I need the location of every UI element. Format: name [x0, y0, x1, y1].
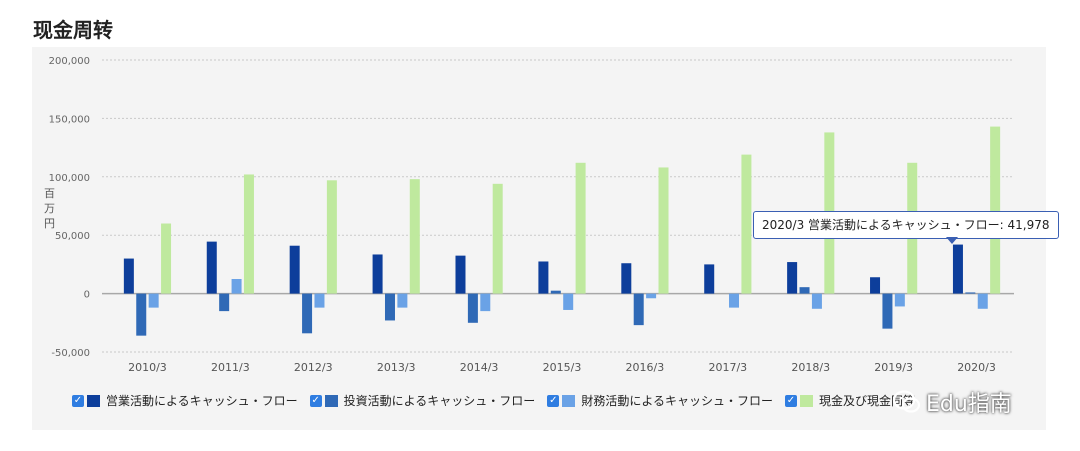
x-tick-label: 2019/3: [874, 361, 913, 374]
bar-cash: [492, 183, 503, 294]
x-tick-label: 2014/3: [460, 361, 499, 374]
x-tick-label: 2010/3: [128, 361, 167, 374]
bar-investing: [633, 293, 644, 326]
bar-operating: [704, 264, 715, 294]
bar-cash: [161, 223, 172, 294]
bar-operating: [952, 244, 963, 294]
bar-cash: [575, 162, 586, 294]
y-tick-label: 100,000: [49, 173, 90, 184]
x-tick-label: 2012/3: [294, 361, 333, 374]
legend-item-financing[interactable]: ✓ 財務活動によるキャッシュ・フロー: [547, 392, 773, 409]
legend-label-financing: 財務活動によるキャッシュ・フロー: [581, 394, 773, 408]
bar-investing: [136, 293, 147, 336]
legend-checkbox[interactable]: ✓: [309, 394, 322, 407]
legend-swatch-investing: [324, 394, 338, 407]
x-tick-label: 2015/3: [543, 361, 582, 374]
x-tick-label: 2018/3: [791, 361, 830, 374]
bar-financing: [314, 293, 325, 308]
legend-checkbox[interactable]: ✓: [784, 394, 797, 407]
wechat-icon: [892, 390, 921, 413]
bar-financing: [811, 293, 822, 309]
bar-investing: [965, 292, 976, 294]
page-title: 现金周转: [33, 18, 113, 42]
tooltip-pointer: [946, 237, 958, 244]
y-tick-label: 150,000: [49, 114, 90, 125]
bar-investing: [799, 287, 810, 294]
bar-financing: [148, 293, 159, 308]
bar-operating: [123, 258, 134, 294]
legend-label-operating: 営業活動によるキャッシュ・フロー: [106, 394, 298, 408]
bar-cash: [243, 174, 254, 294]
legend-label-investing: 投資活動によるキャッシュ・フロー: [343, 394, 536, 408]
bar-operating: [455, 255, 466, 294]
legend-label-cash: 現金及び現金同等: [818, 394, 915, 408]
chart-tooltip: 2020/3 営業活動によるキャッシュ・フロー: 41,978: [753, 211, 1059, 239]
y-axis-label: 万: [44, 202, 55, 215]
bar-investing: [550, 290, 561, 294]
y-tick-label: 0: [84, 290, 90, 301]
x-tick-label: 2013/3: [377, 361, 416, 374]
bar-operating: [787, 262, 798, 294]
cash-flow-chart: 200,000 150,000 100,000 50,000 0 -50,000 百万円 20…: [44, 56, 1014, 374]
bar-cash: [326, 180, 337, 294]
bar-cash: [990, 126, 1001, 294]
bar-investing: [384, 293, 395, 321]
legend-checkbox[interactable]: ✓: [547, 394, 560, 407]
bar-financing: [231, 279, 242, 294]
bar-operating: [621, 263, 632, 294]
y-axis-label: 円: [44, 217, 55, 230]
legend-swatch-financing: [562, 394, 576, 407]
bar-operating: [372, 254, 383, 294]
bar-cash: [658, 167, 669, 294]
y-axis-label: 百: [44, 187, 55, 200]
legend-swatch-operating: [87, 394, 100, 407]
bar-financing: [894, 293, 905, 307]
legend-item-operating[interactable]: ✓ 営業活動によるキャッシュ・フロー: [72, 392, 298, 409]
bar-financing: [646, 293, 657, 299]
bar-financing: [563, 293, 574, 310]
chart-legend: ✓ 営業活動によるキャッシュ・フロー ✓ 投資活動によるキャッシュ・フロー ✓ …: [72, 392, 927, 409]
bar-investing: [219, 293, 230, 312]
bar-financing: [397, 293, 408, 308]
bar-operating: [289, 245, 300, 294]
bar-investing: [467, 293, 478, 323]
legend-item-investing[interactable]: ✓ 投資活動によるキャッシュ・フロー: [309, 392, 536, 409]
y-tick-label: 50,000: [55, 231, 90, 242]
legend-checkbox[interactable]: ✓: [72, 394, 84, 407]
bar-operating: [870, 277, 881, 294]
bar-cash: [741, 154, 752, 294]
y-tick-label: 200,000: [49, 56, 90, 67]
bar-financing: [480, 293, 491, 312]
legend-item-cash[interactable]: ✓ 現金及び現金同等: [784, 392, 915, 409]
y-tick-label: -50,000: [51, 348, 90, 359]
bar-operating: [538, 261, 549, 294]
legend-swatch-cash: [799, 394, 813, 407]
x-tick-label: 2020/3: [957, 361, 996, 374]
bar-operating: [206, 241, 217, 294]
watermark-text: Edu指南: [926, 392, 1012, 417]
bar-financing: [977, 293, 988, 309]
bar-financing: [729, 293, 740, 308]
x-tick-label: 2011/3: [211, 361, 250, 374]
watermark: Edu指南: [892, 386, 1012, 418]
bar-investing: [302, 293, 313, 334]
bar-investing: [882, 293, 893, 329]
x-tick-label: 2016/3: [626, 361, 665, 374]
x-tick-label: 2017/3: [708, 361, 747, 374]
bar-cash: [409, 179, 420, 294]
